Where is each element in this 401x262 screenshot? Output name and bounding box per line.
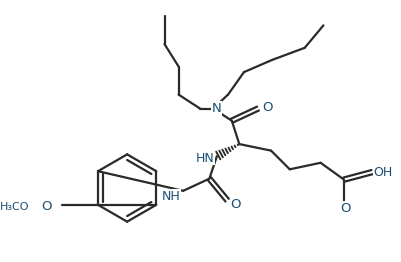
- Text: H₃CO: H₃CO: [0, 202, 29, 212]
- Text: OH: OH: [374, 166, 393, 179]
- Text: N: N: [212, 102, 222, 115]
- Text: HN: HN: [195, 152, 214, 165]
- Text: O: O: [262, 101, 273, 114]
- Text: O: O: [41, 200, 52, 213]
- Text: O: O: [230, 198, 241, 211]
- Text: NH: NH: [162, 190, 180, 203]
- Text: O: O: [340, 202, 351, 215]
